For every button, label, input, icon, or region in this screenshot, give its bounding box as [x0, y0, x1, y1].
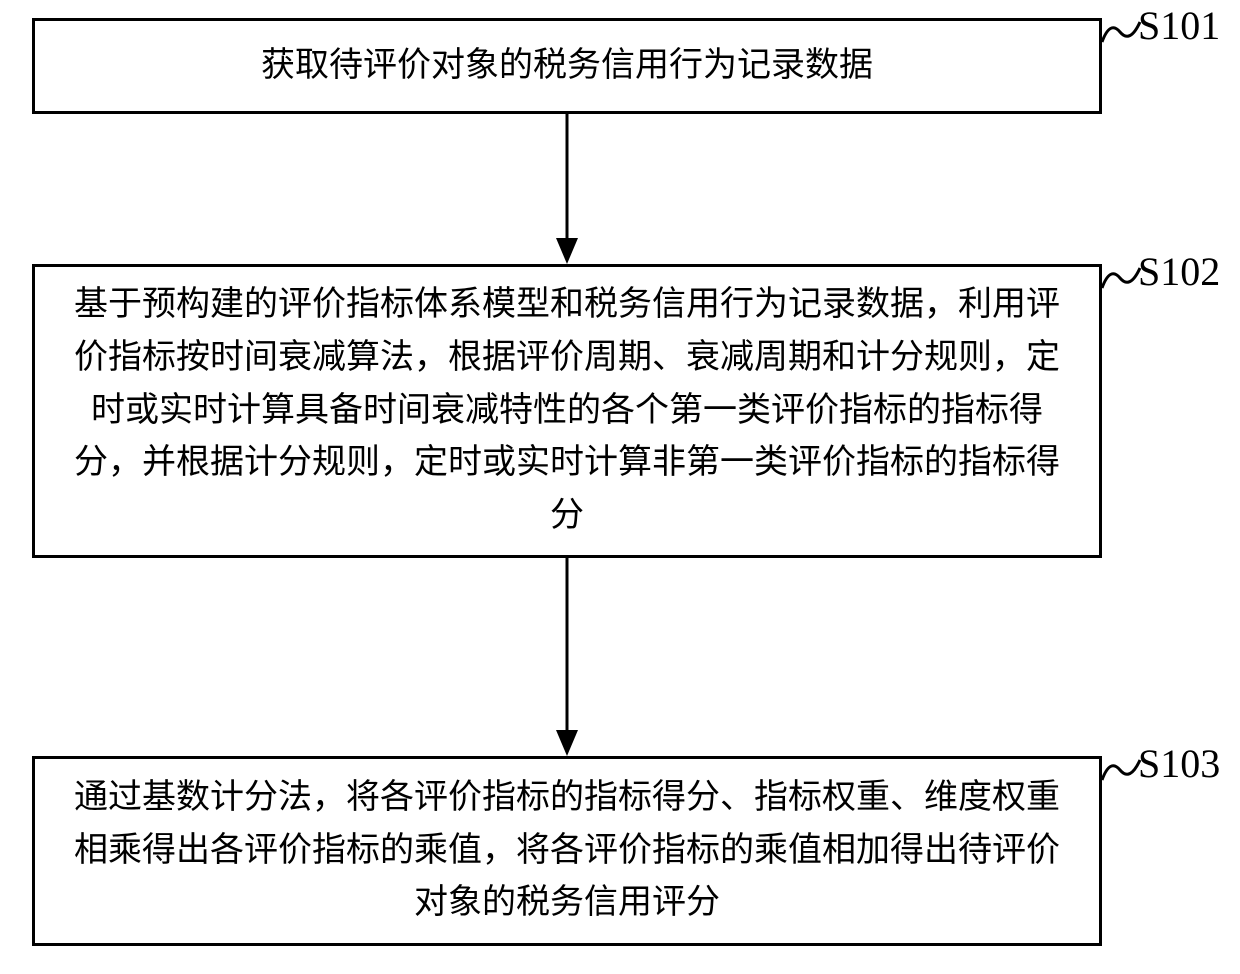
arrow-s101-to-s102: [545, 114, 589, 266]
tilde-connector-s101: [1100, 14, 1142, 50]
flow-node-s101-text: 获取待评价对象的税务信用行为记录数据: [63, 40, 1071, 93]
tilde-connector-s103: [1100, 752, 1142, 788]
step-label-s101: S101: [1138, 2, 1220, 49]
flow-node-s102-text: 基于预构建的评价指标体系模型和税务信用行为记录数据，利用评价指标按时间衰减算法，…: [63, 279, 1071, 542]
flowchart-canvas: 获取待评价对象的税务信用行为记录数据 S101 基于预构建的评价指标体系模型和税…: [0, 0, 1240, 974]
flow-node-s101: 获取待评价对象的税务信用行为记录数据: [32, 18, 1102, 114]
step-label-s102: S102: [1138, 248, 1220, 295]
flow-node-s102: 基于预构建的评价指标体系模型和税务信用行为记录数据，利用评价指标按时间衰减算法，…: [32, 264, 1102, 558]
step-label-s103: S103: [1138, 740, 1220, 787]
flow-node-s103: 通过基数计分法，将各评价指标的指标得分、指标权重、维度权重相乘得出各评价指标的乘…: [32, 756, 1102, 946]
tilde-connector-s102: [1100, 260, 1142, 296]
flow-node-s103-text: 通过基数计分法，将各评价指标的指标得分、指标权重、维度权重相乘得出各评价指标的乘…: [63, 772, 1071, 930]
arrow-s102-to-s103: [545, 558, 589, 758]
